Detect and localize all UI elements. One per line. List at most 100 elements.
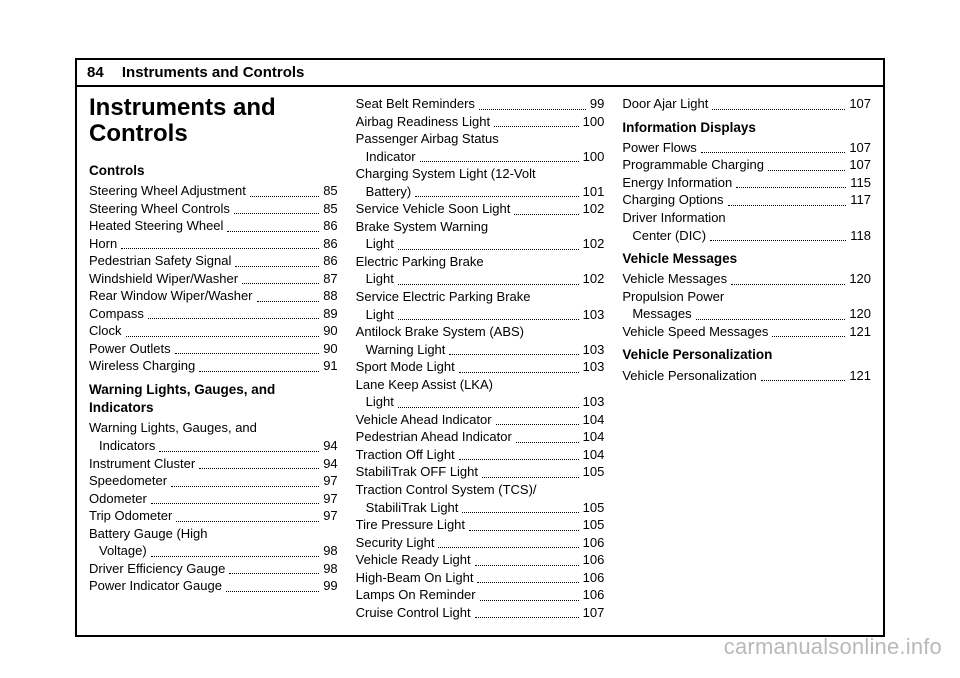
toc-label: Antilock Brake System (ABS) bbox=[356, 324, 526, 339]
toc-entry: Energy Information 115 bbox=[622, 174, 871, 192]
toc-label: Center (DIC) bbox=[632, 227, 708, 245]
toc-label: Driver Efficiency Gauge bbox=[89, 560, 227, 578]
toc-label: Warning Light bbox=[366, 341, 448, 359]
toc-label: Windshield Wiper/Washer bbox=[89, 270, 240, 288]
toc-label: Traction Off Light bbox=[356, 446, 457, 464]
toc-page: 106 bbox=[581, 569, 605, 587]
toc-entry: Power Outlets90 bbox=[89, 340, 338, 358]
toc-page: 107 bbox=[581, 604, 605, 622]
toc-label: Vehicle Speed Messages bbox=[622, 323, 770, 341]
toc-entry: Steering Wheel Controls 85 bbox=[89, 200, 338, 218]
toc-dots bbox=[712, 109, 845, 110]
toc-entry: Charging Options117 bbox=[622, 191, 871, 209]
toc-page: 120 bbox=[847, 270, 871, 288]
toc-page: 89 bbox=[321, 305, 337, 323]
toc-dots bbox=[768, 170, 845, 171]
toc-entry-cont: Center (DIC) 118 bbox=[622, 227, 871, 245]
toc-label: Vehicle Ahead Indicator bbox=[356, 411, 494, 429]
toc-entry: Warning Lights, Gauges, and bbox=[89, 419, 338, 437]
toc-dots bbox=[398, 249, 579, 250]
toc-label: Cruise Control Light bbox=[356, 604, 473, 622]
toc-entry: Seat Belt Reminders99 bbox=[356, 95, 605, 113]
toc-label: StabiliTrak Light bbox=[366, 499, 461, 517]
toc-group-title: Controls bbox=[89, 162, 338, 180]
toc-label: Propulsion Power bbox=[622, 289, 726, 304]
toc-label: Vehicle Messages bbox=[622, 270, 729, 288]
toc-entry: Pedestrian Ahead Indicator104 bbox=[356, 428, 605, 446]
toc-entry: Power Flows107 bbox=[622, 139, 871, 157]
toc-dots bbox=[235, 266, 319, 267]
toc-entry: Horn86 bbox=[89, 235, 338, 253]
toc-entry: Cruise Control Light 107 bbox=[356, 604, 605, 622]
column-1: Instruments andControls Controls Steering… bbox=[89, 95, 338, 621]
toc-label: Indicator bbox=[366, 148, 418, 166]
toc-dots bbox=[398, 407, 579, 408]
toc-page: 118 bbox=[848, 227, 871, 245]
toc-page: 104 bbox=[581, 411, 605, 429]
toc-label: Lamps On Reminder bbox=[356, 586, 478, 604]
toc-page: 103 bbox=[581, 341, 605, 359]
toc-label: Passenger Airbag Status bbox=[356, 131, 501, 146]
toc-dots bbox=[482, 477, 579, 478]
toc-entry-cont: Indicators94 bbox=[89, 437, 338, 455]
toc-label: Energy Information bbox=[622, 174, 734, 192]
toc-label: Light bbox=[366, 393, 396, 411]
toc-page: 115 bbox=[848, 174, 871, 192]
toc-entry: Passenger Airbag Status bbox=[356, 130, 605, 148]
toc-page: 85 bbox=[321, 200, 337, 218]
toc-entry: Vehicle Personalization121 bbox=[622, 367, 871, 385]
toc-page: 107 bbox=[847, 139, 871, 157]
toc-dots bbox=[459, 372, 579, 373]
toc-entry: Service Electric Parking Brake bbox=[356, 288, 605, 306]
toc-dots bbox=[171, 486, 319, 487]
toc-entry: Battery Gauge (High bbox=[89, 525, 338, 543]
toc-entry: Speedometer97 bbox=[89, 472, 338, 490]
toc-dots bbox=[176, 521, 319, 522]
toc-page: 85 bbox=[321, 182, 337, 200]
toc-entry: Brake System Warning bbox=[356, 218, 605, 236]
toc-page: 97 bbox=[321, 507, 337, 525]
toc-label: Heated Steering Wheel bbox=[89, 217, 225, 235]
toc-page: 105 bbox=[581, 516, 605, 534]
toc-label: Light bbox=[366, 306, 396, 324]
toc-entry: StabiliTrak OFF Light105 bbox=[356, 463, 605, 481]
toc-entry: Pedestrian Safety Signal86 bbox=[89, 252, 338, 270]
toc-page: 97 bbox=[321, 472, 337, 490]
toc-label: Wireless Charging bbox=[89, 357, 197, 375]
toc-dots bbox=[701, 152, 846, 153]
toc-label: Programmable Charging bbox=[622, 156, 766, 174]
toc-entry: Trip Odometer97 bbox=[89, 507, 338, 525]
toc-dots bbox=[731, 284, 845, 285]
toc-entry: Airbag Readiness Light100 bbox=[356, 113, 605, 131]
toc-dots bbox=[710, 240, 846, 241]
toc-page: 90 bbox=[321, 340, 337, 358]
toc-page: 94 bbox=[321, 437, 337, 455]
manual-page: 84 Instruments and Controls Instruments … bbox=[75, 58, 885, 637]
page-number: 84 bbox=[87, 64, 104, 81]
toc-page: 94 bbox=[321, 455, 337, 473]
watermark: carmanualsonline.info bbox=[724, 634, 942, 660]
toc-dots bbox=[462, 512, 578, 513]
toc-label: Vehicle Personalization bbox=[622, 367, 758, 385]
toc-label: Compass bbox=[89, 305, 146, 323]
toc-entry: Compass 89 bbox=[89, 305, 338, 323]
toc-group-title: Vehicle Personalization bbox=[622, 346, 871, 364]
toc-label: Traction Control System (TCS)/ bbox=[356, 482, 539, 497]
toc-label: Steering Wheel Controls bbox=[89, 200, 232, 218]
toc-label: Pedestrian Safety Signal bbox=[89, 252, 233, 270]
toc-label: Charging Options bbox=[622, 191, 725, 209]
toc-entry-cont: StabiliTrak Light105 bbox=[356, 499, 605, 517]
toc-entry-cont: Voltage)98 bbox=[89, 542, 338, 560]
toc-label: Pedestrian Ahead Indicator bbox=[356, 428, 514, 446]
toc-label: Service Vehicle Soon Light bbox=[356, 200, 513, 218]
toc-dots bbox=[736, 187, 846, 188]
chapter-title: Instruments andControls bbox=[89, 95, 338, 148]
toc-dots bbox=[398, 319, 579, 320]
toc-dots bbox=[126, 336, 320, 337]
toc-entry: Security Light106 bbox=[356, 534, 605, 552]
toc-dots bbox=[226, 591, 319, 592]
toc-dots bbox=[494, 126, 579, 127]
toc-page: 121 bbox=[847, 323, 871, 341]
toc-entry-cont: Messages120 bbox=[622, 305, 871, 323]
toc-page: 107 bbox=[847, 156, 871, 174]
